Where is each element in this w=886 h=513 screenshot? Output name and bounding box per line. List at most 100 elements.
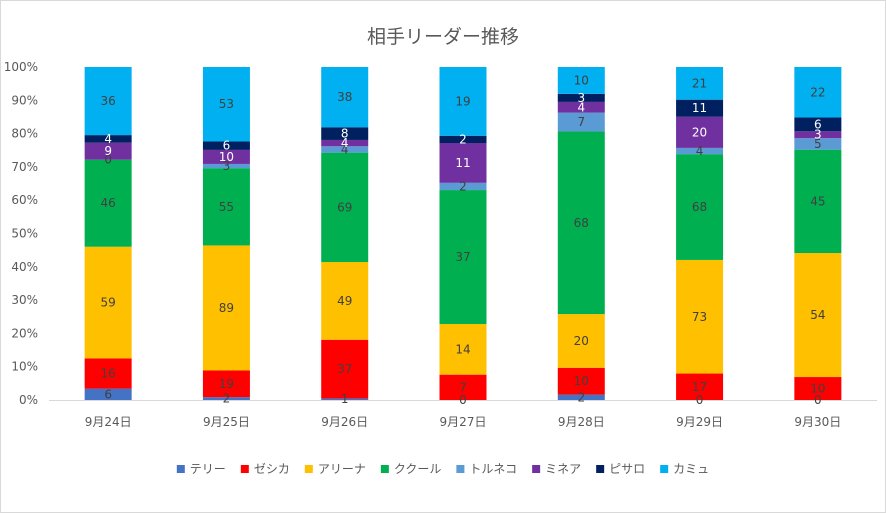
legend: テリー ゼシカ アリーナ ククール トルネコ ミネア ピサロ カミュ bbox=[176, 462, 709, 476]
y-tick-label: 20% bbox=[11, 326, 38, 340]
y-tick-label: 90% bbox=[11, 93, 38, 107]
y-tick-label: 50% bbox=[11, 227, 38, 241]
data-label: 36 bbox=[101, 94, 116, 108]
legend-swatch bbox=[660, 465, 669, 473]
legend-item: アリーナ bbox=[304, 462, 366, 476]
bar-segment bbox=[557, 93, 605, 102]
data-label: 4 bbox=[696, 144, 704, 158]
bar-segment bbox=[557, 314, 605, 368]
data-label: 14 bbox=[455, 342, 470, 356]
data-label: 10 bbox=[574, 73, 589, 87]
data-label: 10 bbox=[574, 374, 589, 388]
bar-segment bbox=[202, 245, 250, 371]
bar-segment bbox=[202, 141, 250, 150]
bar-segment bbox=[439, 374, 487, 400]
data-label: 16 bbox=[101, 367, 116, 381]
data-label: 6 bbox=[223, 139, 231, 153]
data-label: 17 bbox=[692, 380, 707, 394]
bar-segment bbox=[676, 67, 724, 100]
data-label: 0 bbox=[696, 393, 704, 407]
x-tick-label: 9月24日 bbox=[85, 415, 132, 429]
data-label: 10 bbox=[219, 150, 234, 164]
data-label: 49 bbox=[337, 294, 352, 308]
bar-segment bbox=[439, 323, 487, 375]
data-label: 4 bbox=[341, 142, 349, 156]
legend-swatch bbox=[304, 465, 313, 473]
data-label: 37 bbox=[337, 362, 352, 376]
data-label: 22 bbox=[810, 85, 825, 99]
legend-swatch bbox=[380, 465, 389, 473]
bar-segment bbox=[794, 253, 842, 378]
bar-segment bbox=[557, 394, 605, 400]
y-tick-label: 60% bbox=[11, 193, 38, 207]
bar-segment bbox=[676, 147, 724, 155]
legend-item: ゼシカ bbox=[240, 462, 290, 476]
y-axis: 0% 10% 20% 30% 40% 50% 60% 70% 80% 90% 100% bbox=[4, 60, 877, 407]
data-label: 0 bbox=[104, 153, 112, 167]
data-label: 3 bbox=[814, 128, 822, 142]
data-label: 73 bbox=[692, 310, 707, 324]
y-tick-label: 30% bbox=[11, 293, 38, 307]
x-tick-label: 9月25日 bbox=[203, 415, 250, 429]
x-axis: 9月24日 9月25日 9月26日 9月27日 9月28日 9月29日 9月30日 bbox=[85, 415, 842, 429]
data-label: 2 bbox=[459, 132, 467, 146]
data-label: 3 bbox=[223, 159, 231, 173]
legend-label: カミュ bbox=[673, 462, 709, 476]
bar-segment bbox=[84, 388, 132, 400]
data-label: 3 bbox=[577, 91, 585, 105]
bar-segment bbox=[794, 131, 842, 139]
data-label: 6 bbox=[814, 117, 822, 131]
data-label: 2 bbox=[459, 179, 467, 193]
bar-segment bbox=[676, 154, 724, 260]
bar-segment bbox=[557, 112, 605, 132]
bar-segment bbox=[321, 398, 369, 400]
bar-segment bbox=[321, 67, 369, 128]
data-label: 89 bbox=[219, 301, 234, 315]
legend-label: ミネア bbox=[545, 462, 581, 476]
bar-segment bbox=[321, 146, 369, 153]
data-label: 6 bbox=[104, 387, 112, 401]
legend-swatch bbox=[176, 465, 185, 473]
bar-segment bbox=[557, 101, 605, 113]
data-label: 10 bbox=[810, 382, 825, 396]
legend-label: ピサロ bbox=[609, 462, 645, 476]
bar-segment bbox=[794, 377, 842, 400]
bar-segment bbox=[676, 116, 724, 148]
bar-segment bbox=[202, 149, 250, 164]
legend-item: ククール bbox=[380, 462, 441, 476]
legend-item: ミネア bbox=[532, 462, 581, 476]
bar-segment bbox=[202, 370, 250, 398]
bar-segment bbox=[84, 358, 132, 389]
legend-swatch bbox=[596, 465, 605, 473]
legend-item: ピサロ bbox=[596, 462, 645, 476]
data-label: 20 bbox=[574, 334, 589, 348]
data-label: 4 bbox=[577, 100, 585, 114]
data-label: 45 bbox=[810, 194, 825, 208]
data-label: 20 bbox=[692, 125, 707, 139]
bar-segment bbox=[794, 138, 842, 150]
bar-segment bbox=[676, 373, 724, 400]
data-label: 46 bbox=[101, 196, 116, 210]
x-tick-label: 9月29日 bbox=[676, 415, 723, 429]
bar-segment bbox=[676, 99, 724, 117]
data-label: 55 bbox=[219, 200, 234, 214]
y-tick-label: 0% bbox=[19, 393, 38, 407]
x-tick-label: 9月28日 bbox=[558, 415, 605, 429]
legend-swatch bbox=[456, 465, 465, 473]
y-tick-label: 80% bbox=[11, 127, 38, 141]
bar-segment bbox=[321, 127, 369, 140]
data-label: 2 bbox=[223, 392, 231, 406]
data-label: 37 bbox=[455, 250, 470, 264]
data-label: 7 bbox=[577, 115, 585, 129]
data-label: 0 bbox=[459, 393, 467, 407]
data-label: 53 bbox=[219, 97, 234, 111]
bar-segment bbox=[321, 262, 369, 340]
y-tick-label: 10% bbox=[11, 360, 38, 374]
bar-segment bbox=[321, 339, 369, 399]
data-label: 11 bbox=[455, 156, 470, 170]
bar-segment bbox=[557, 67, 605, 94]
data-label: 38 bbox=[337, 90, 352, 104]
legend-item: トルネコ bbox=[456, 462, 517, 476]
